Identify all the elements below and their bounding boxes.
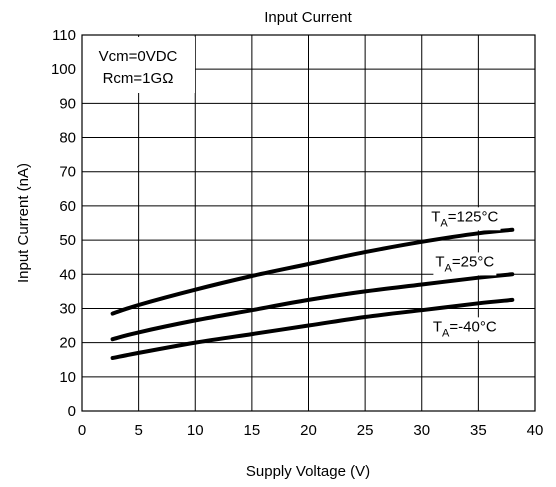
x-axis-label: Supply Voltage (V) xyxy=(246,463,370,480)
series-line-1 xyxy=(110,272,515,342)
y-tick-label: 50 xyxy=(59,232,76,249)
annotation-rcm: Rcm=1GΩ xyxy=(103,70,174,87)
series-label-background xyxy=(433,252,497,276)
x-tick-label: 25 xyxy=(357,422,374,439)
series-label-2: TA=-40°C xyxy=(433,318,497,339)
series-label-subscript: A xyxy=(442,327,450,339)
series-line-0 xyxy=(110,227,515,316)
series-line-2 xyxy=(110,297,515,360)
series-label-rest: =-40°C xyxy=(449,318,496,335)
y-tick-label: 40 xyxy=(59,266,76,283)
x-tick-label: 0 xyxy=(78,422,86,439)
y-tick-label: 110 xyxy=(52,27,76,44)
series-label-background xyxy=(429,207,501,231)
chart-title: Input Current xyxy=(264,9,352,26)
x-tick-label: 40 xyxy=(527,422,544,439)
annotation-vcm: Vcm=0VDC xyxy=(99,48,178,65)
y-axis-label: Input Current (nA) xyxy=(15,163,32,283)
x-tick-label: 10 xyxy=(187,422,204,439)
y-tick-label: 60 xyxy=(59,198,76,215)
series-label-0: TA=125°C xyxy=(431,208,498,229)
plot-frame xyxy=(81,34,536,412)
data-lines xyxy=(110,227,515,360)
x-tick-label: 15 xyxy=(244,422,261,439)
series-label-1: TA=25°C xyxy=(435,253,494,274)
y-tick-label: 80 xyxy=(59,130,76,147)
series-label-background xyxy=(430,317,499,341)
series-label-subscript: A xyxy=(445,262,453,274)
series-labels: TA=125°CTA=25°CTA=-40°C xyxy=(429,207,501,341)
x-tick-label: 35 xyxy=(470,422,487,439)
y-tick-label: 20 xyxy=(59,335,76,352)
y-tick-label: 0 xyxy=(68,403,76,420)
x-tick-label: 20 xyxy=(300,422,317,439)
series-label-subscript: A xyxy=(440,217,448,229)
y-tick-label: 10 xyxy=(59,369,76,386)
y-tick-label: 100 xyxy=(51,61,76,78)
y-tick-label: 90 xyxy=(59,95,76,112)
series-label-main: T xyxy=(431,208,440,225)
series-label-rest: =25°C xyxy=(452,253,494,270)
y-tick-label: 70 xyxy=(59,164,76,181)
series-label-main: T xyxy=(435,253,444,270)
x-tick-label: 30 xyxy=(413,422,430,439)
annotation-background xyxy=(82,37,195,93)
series-label-main: T xyxy=(433,318,442,335)
x-tick-label: 5 xyxy=(134,422,142,439)
tick-labels: 0 5 10 15 20 25 30 35 40 0 10 20 30 40 50 60 70 80 90 100 11… xyxy=(51,27,543,439)
grid xyxy=(82,35,535,411)
series-label-rest: =125°C xyxy=(448,208,499,225)
y-tick-label: 30 xyxy=(59,300,76,317)
